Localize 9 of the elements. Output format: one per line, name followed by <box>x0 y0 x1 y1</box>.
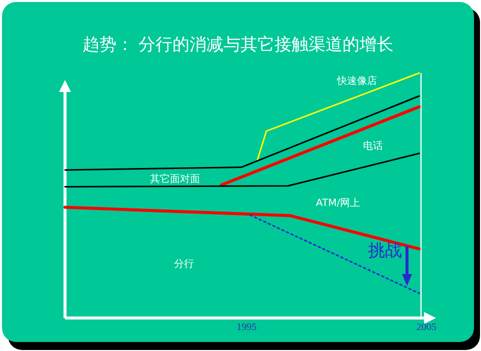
annotation: 分行 <box>174 258 194 270</box>
chart-title: 趋势： 分行的消减与其它接触渠道的增长 <box>82 35 394 55</box>
annotation: 快速像店 <box>336 75 377 87</box>
annotation: 其它面对面 <box>150 173 200 185</box>
annotation: 挑战 <box>368 241 402 261</box>
annotation: ATM/网上 <box>316 197 360 209</box>
x-tick-label: 1995 <box>236 322 257 333</box>
annotation: 电话 <box>363 140 383 152</box>
x-tick-label: 2005 <box>416 322 436 333</box>
